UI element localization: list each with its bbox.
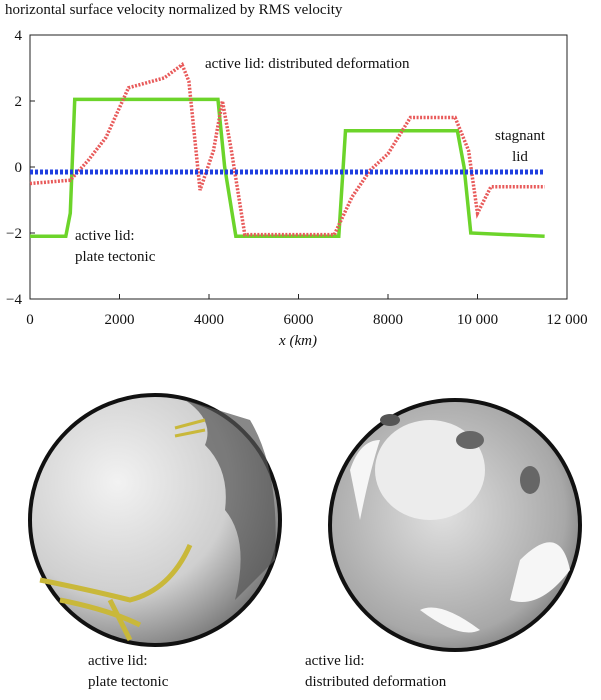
- series-label: active lid:: [75, 228, 135, 244]
- panel-caption: active lid:: [305, 653, 365, 669]
- series-label: active lid: distributed deformation: [205, 56, 410, 72]
- y-tick-label: −4: [6, 292, 22, 308]
- series-label: lid: [512, 149, 528, 165]
- x-tick-label: 4000: [194, 312, 224, 328]
- x-tick-label: 6000: [284, 312, 314, 328]
- series-label: stagnant: [495, 128, 546, 144]
- series-label: plate tectonic: [75, 249, 156, 265]
- panel-caption: plate tectonic: [88, 674, 169, 690]
- chart-title: horizontal surface velocity normalized b…: [5, 2, 343, 18]
- series-line: [29, 61, 545, 237]
- x-tick-label: 10 000: [457, 312, 498, 328]
- y-tick-label: 2: [15, 94, 23, 110]
- x-tick-label: 12 000: [546, 312, 587, 328]
- x-tick-label: 8000: [373, 312, 403, 328]
- panel-caption: distributed deformation: [305, 674, 447, 690]
- series-line: [30, 97, 545, 239]
- x-tick-label: 0: [26, 312, 34, 328]
- x-axis-label: x (km): [278, 333, 317, 349]
- y-tick-label: 0: [15, 160, 23, 176]
- x-tick-label: 2000: [105, 312, 135, 328]
- sphere-plate: [28, 393, 282, 647]
- y-tick-label: 4: [15, 28, 23, 44]
- sphere-distributed: [328, 398, 582, 652]
- y-tick-label: −2: [6, 226, 22, 242]
- panel-caption: active lid:: [88, 653, 148, 669]
